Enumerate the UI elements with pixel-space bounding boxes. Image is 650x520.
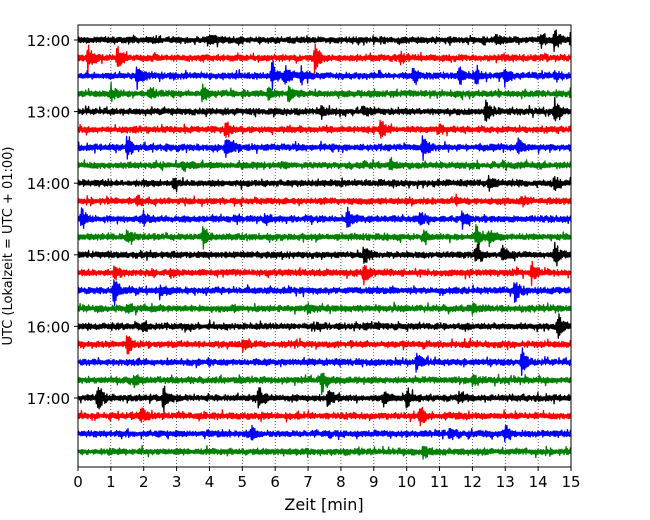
- seismic-trace: [77, 347, 572, 377]
- seismic-trace: [77, 60, 572, 91]
- y-tick-label: 14:00: [27, 175, 70, 193]
- x-tick-label: 5: [238, 473, 248, 491]
- seismic-traces: [77, 29, 572, 460]
- y-axis-label: UTC (Lokalzeit = UTC + 01:00): [1, 147, 16, 346]
- x-tick-label: 6: [270, 473, 280, 491]
- x-tick-label: 9: [369, 473, 379, 491]
- seismic-trace: [77, 174, 572, 193]
- seismic-trace: [77, 372, 572, 396]
- x-tick-label: 13: [496, 473, 515, 491]
- x-axis-ticks: 0 1 2 3 4 5 6 7 8 9 10 11 12 13 14 15: [73, 467, 581, 491]
- x-tick-label: 11: [430, 473, 449, 491]
- x-tick-label: 7: [303, 473, 313, 491]
- x-tick-label: 10: [397, 473, 416, 491]
- x-tick-label: 15: [561, 473, 580, 491]
- seismic-trace: [77, 301, 572, 316]
- seismic-trace: [77, 424, 572, 443]
- x-tick-label: 2: [139, 473, 149, 491]
- y-tick-label: 12:00: [27, 32, 70, 50]
- seismic-trace: [77, 241, 572, 267]
- seismic-trace: [77, 279, 572, 306]
- seismic-trace: [77, 29, 572, 53]
- seismic-trace: [77, 81, 572, 103]
- x-tick-label: 12: [463, 473, 482, 491]
- y-tick-label: 17:00: [27, 390, 70, 408]
- seismic-trace: [77, 135, 572, 161]
- seismic-trace: [77, 206, 572, 230]
- seismic-trace: [77, 224, 572, 250]
- x-tick-label: 8: [336, 473, 346, 491]
- seismic-trace: [77, 406, 572, 427]
- seismic-trace: [77, 385, 572, 413]
- seismic-trace: [77, 119, 572, 139]
- x-tick-label: 4: [205, 473, 215, 491]
- x-tick-label: 0: [73, 473, 83, 491]
- y-tick-label: 16:00: [27, 318, 70, 336]
- y-axis-ticks: 12:00 13:00 14:00 15:00 16:00 17:00: [27, 32, 78, 408]
- seismic-trace: [77, 313, 572, 339]
- seismic-trace: [77, 335, 572, 355]
- seismic-trace: [77, 43, 572, 74]
- seismic-trace: [77, 260, 572, 287]
- seismic-trace: [77, 157, 572, 173]
- seismic-trace: [77, 444, 572, 460]
- seismic-trace: [77, 193, 572, 208]
- y-tick-label: 15:00: [27, 247, 70, 265]
- x-axis-label: Zeit [min]: [284, 495, 363, 514]
- seismic-trace: [77, 97, 572, 122]
- x-tick-label: 14: [529, 473, 548, 491]
- y-tick-label: 13:00: [27, 104, 70, 122]
- plot-frame: [77, 24, 572, 468]
- x-tick-label: 1: [106, 473, 116, 491]
- x-tick-label: 3: [172, 473, 182, 491]
